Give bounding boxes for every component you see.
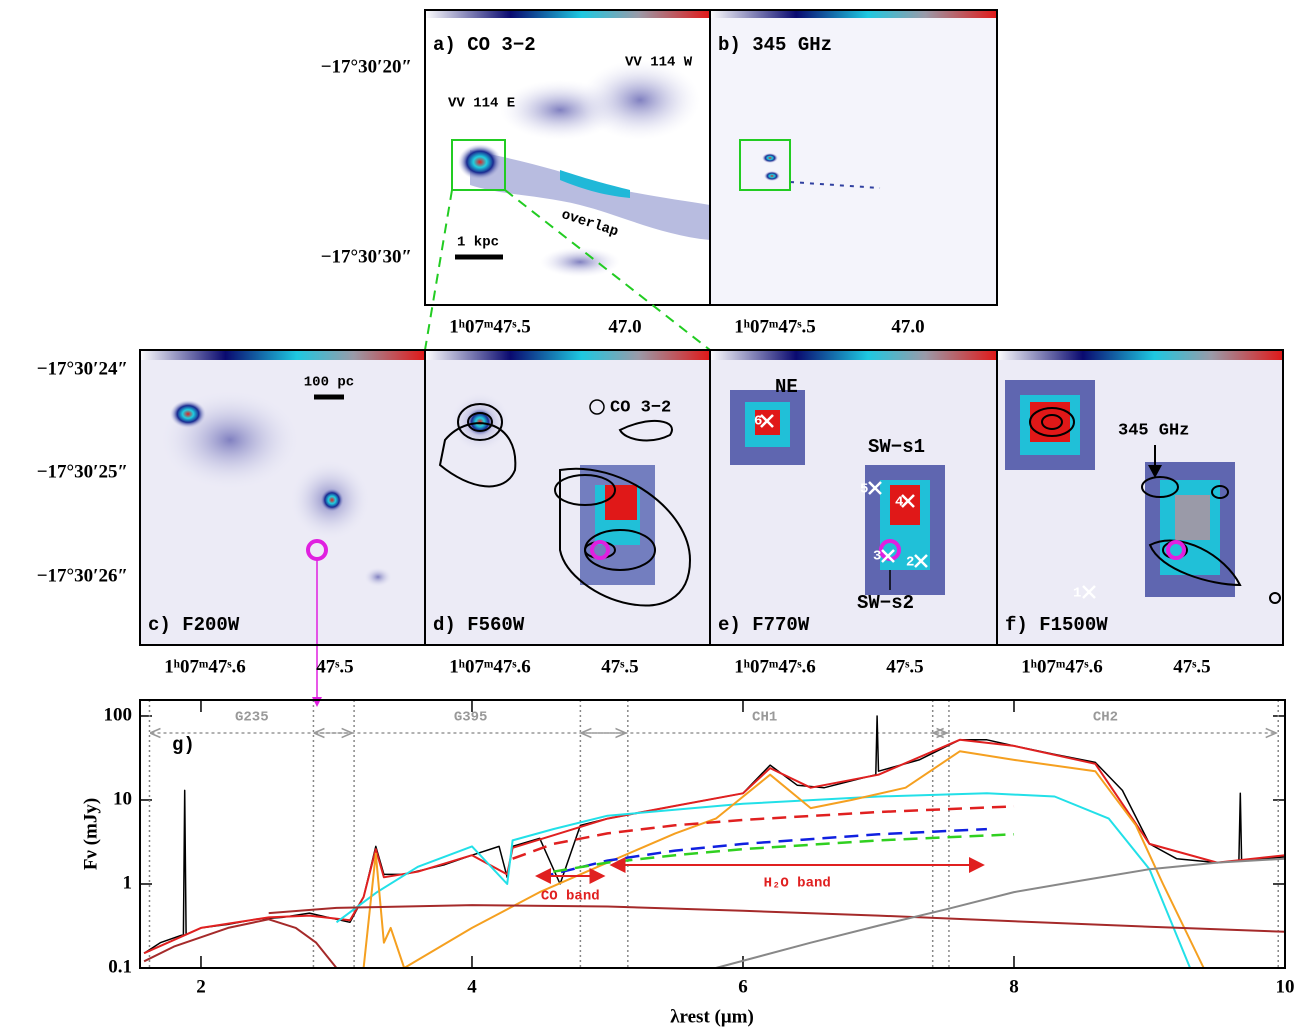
y-tick-label: 100	[104, 704, 133, 725]
panel-label: f) F1500W	[1005, 614, 1108, 636]
marker-label: 1	[1073, 586, 1081, 602]
x-tick-label: 2	[196, 976, 206, 997]
panel-label: c) F200W	[148, 614, 240, 636]
annotation: CO 3−2	[610, 398, 671, 417]
ra-label: 1ʰ07ᵐ47ˢ.6	[1021, 656, 1102, 677]
spectrum-line	[143, 918, 338, 969]
spectrum-line	[362, 750, 1205, 969]
x-tick-label: 4	[467, 976, 477, 997]
x-tick-label: 8	[1009, 976, 1019, 997]
band-label: H₂O band	[764, 876, 831, 892]
ra-label: 1ʰ07ᵐ47ˢ.6	[164, 656, 245, 677]
spectrum-line	[335, 792, 1192, 969]
coverage-label: CH2	[1093, 710, 1118, 726]
panel-label: e) F770W	[718, 614, 810, 636]
spectrum-line	[143, 715, 1286, 954]
band-label: CO band	[541, 889, 600, 905]
panel-label: a) CO 3−2	[433, 34, 536, 56]
annotation: VV 114 E	[448, 96, 515, 112]
spectrum-line	[715, 857, 1286, 969]
x-tick-label: 10	[1276, 976, 1295, 997]
ra-label: 47.0	[891, 316, 924, 337]
y-tick-label: 10	[113, 788, 132, 809]
panel-f: 1 f) F1500W 345 GHz	[996, 349, 1284, 646]
panel-a: a) CO 3−2 VV 114 W VV 114 E overlap 1 kp…	[424, 9, 711, 306]
ra-label: 1ʰ07ᵐ47ˢ.6	[449, 656, 530, 677]
y-axis-label: Fν (mJy)	[80, 798, 101, 870]
annotation: 345 GHz	[1118, 421, 1189, 440]
panel-b: b) 345 GHz	[709, 9, 998, 306]
marker-label: 3	[873, 549, 881, 565]
ra-label: 47ˢ.5	[316, 656, 353, 677]
coverage-label: G235	[235, 710, 269, 726]
panel-c: c) F200W 100 pc	[139, 349, 426, 707]
ra-label: 47.0	[608, 316, 641, 337]
annotation: VV 114 W	[625, 55, 693, 71]
panel-label: g)	[172, 734, 195, 756]
ra-label: 1ʰ07ᵐ47ˢ.5	[734, 316, 815, 337]
annotation: SW−s2	[857, 592, 914, 614]
annotation: NE	[775, 376, 798, 398]
ra-label: 47ˢ.5	[886, 656, 923, 677]
annotation: 1 kpc	[457, 235, 499, 251]
ra-label: 47ˢ.5	[1173, 656, 1210, 677]
annotation: 100 pc	[304, 375, 354, 391]
ra-label: 47ˢ.5	[601, 656, 638, 677]
y-tick-label: 0.1	[108, 956, 132, 977]
coverage-label: CH1	[752, 710, 777, 726]
spectrum-line	[539, 827, 987, 879]
x-axis-label: λrest (μm)	[670, 1006, 754, 1027]
spectrum-line	[268, 904, 1286, 933]
x-tick-label: 6	[738, 976, 748, 997]
spectrum-line	[143, 738, 1286, 955]
annotation: SW−s1	[868, 436, 925, 458]
panel-label: b) 345 GHz	[718, 34, 832, 56]
marker-label: 5	[860, 482, 868, 498]
panel-e: e) F770W NE SW−s1 SW−s2 6 5 4 3 2	[709, 349, 998, 646]
spectrum-line	[512, 805, 1015, 860]
dec-label: −17°30′30″	[321, 246, 412, 267]
ra-label: 1ʰ07ᵐ47ˢ.5	[449, 316, 530, 337]
dec-label: −17°30′26″	[37, 565, 128, 586]
marker-label: 6	[754, 414, 762, 430]
panel-d: d) F560W CO 3−2	[424, 349, 711, 646]
marker-label: 2	[906, 555, 914, 571]
dec-label: −17°30′24″	[37, 358, 128, 379]
spectrum-panel: 2 4 6 8 10 0.1 1 10 100 G235 G395 CH1 CH2 CO band H₂O …	[104, 700, 1295, 997]
dec-label: −17°30′25″	[37, 461, 128, 482]
spectrum-line	[553, 833, 1015, 873]
ra-label: 1ʰ07ᵐ47ˢ.6	[734, 656, 815, 677]
y-tick-label: 1	[123, 872, 133, 893]
panel-label: d) F560W	[433, 614, 525, 636]
coverage-label: G395	[454, 710, 488, 726]
dec-label: −17°30′20″	[321, 56, 412, 77]
marker-label: 4	[895, 495, 903, 511]
